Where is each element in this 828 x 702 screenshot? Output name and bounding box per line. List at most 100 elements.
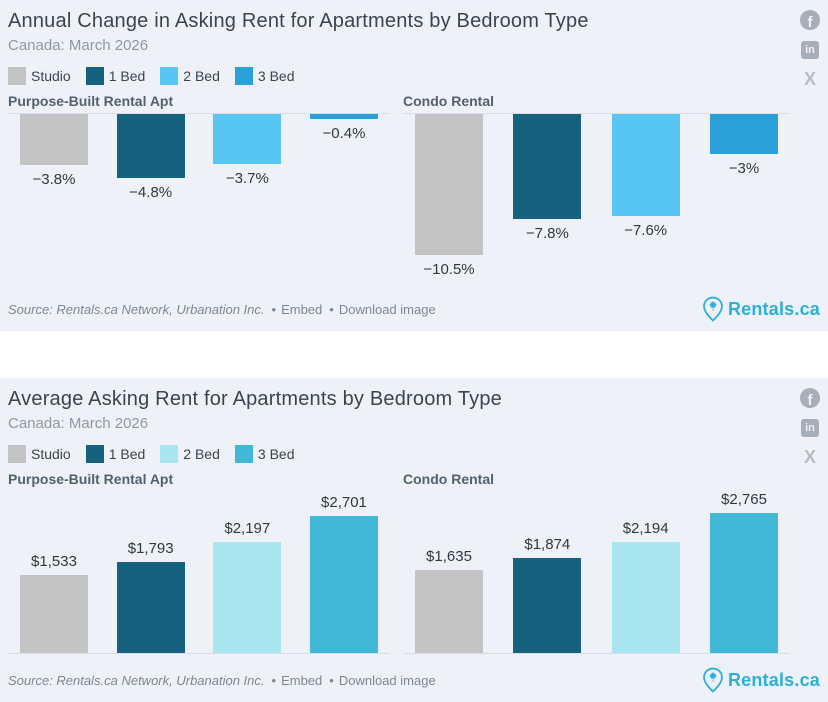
legend-item-1-bed[interactable]: 1 Bed bbox=[85, 445, 146, 463]
bar-cell: $2,197 bbox=[213, 520, 282, 653]
panel-header: Condo Rental bbox=[403, 471, 494, 487]
legend-swatch bbox=[8, 445, 26, 463]
panel-header: Purpose-Built Rental Apt bbox=[8, 93, 174, 109]
bar-cell: −4.8% bbox=[116, 114, 185, 201]
bar-cell: −10.5% bbox=[415, 114, 483, 277]
x-icon[interactable]: X bbox=[803, 447, 816, 467]
facebook-icon[interactable]: f bbox=[800, 10, 820, 30]
bar-value-label: −3% bbox=[728, 160, 760, 177]
bar-value-label: $1,533 bbox=[31, 553, 77, 570]
social-rail: f in X bbox=[800, 10, 820, 88]
panels: Purpose-Built Rental Apt −3.8% −4.8% −3.7% −… bbox=[8, 93, 820, 288]
separator-dot: • bbox=[329, 672, 334, 688]
bars-row: $1,533 $1,793 $2,197 $2,701 bbox=[8, 491, 390, 653]
bar-1-bed bbox=[116, 562, 185, 653]
bar-2-bed bbox=[213, 542, 282, 653]
bar-cell: $1,635 bbox=[415, 549, 483, 653]
bar-3-bed bbox=[309, 114, 378, 119]
legend-swatch bbox=[234, 445, 253, 463]
source-text: Source: Rentals.ca Network, Urbanation I… bbox=[8, 301, 265, 317]
bar-cell: $1,793 bbox=[116, 540, 185, 653]
legend-swatch bbox=[85, 445, 104, 463]
bar-cell: −3.8% bbox=[20, 114, 88, 187]
bar-value-label: −0.4% bbox=[322, 125, 366, 142]
bar-value-label: −10.5% bbox=[423, 261, 475, 278]
embed-link[interactable]: Embed bbox=[281, 672, 323, 688]
axis-baseline bbox=[403, 653, 790, 654]
bar-3-bed bbox=[709, 513, 778, 653]
legend-label: Studio bbox=[31, 446, 71, 462]
axis-baseline bbox=[8, 113, 390, 114]
legend-swatch bbox=[8, 67, 26, 85]
bar-value-label: $2,194 bbox=[622, 520, 669, 537]
download-image-link[interactable]: Download image bbox=[338, 672, 436, 688]
legend-swatch bbox=[234, 67, 253, 85]
bar-value-label: −7.6% bbox=[624, 222, 668, 239]
legend-swatch bbox=[85, 67, 104, 85]
bar-cell: $2,765 bbox=[709, 492, 778, 653]
legend-item-3-bed[interactable]: 3 Bed bbox=[234, 445, 295, 463]
legend-item-2-bed[interactable]: 2 Bed bbox=[160, 67, 220, 85]
source-text: Source: Rentals.ca Network, Urbanation I… bbox=[8, 672, 265, 688]
legend-label: 3 Bed bbox=[257, 446, 295, 462]
annual-change-chart: Annual Change in Asking Rent for Apartme… bbox=[0, 0, 828, 331]
linkedin-icon[interactable]: in bbox=[801, 41, 819, 59]
bar-cell: $1,874 bbox=[513, 537, 582, 653]
bars-row: −3.8% −4.8% −3.7% −0.4% bbox=[8, 114, 390, 288]
legend-label: 1 Bed bbox=[108, 68, 146, 84]
maple-leaf-pin-icon bbox=[703, 296, 723, 322]
bar-1-bed bbox=[513, 558, 582, 653]
bar-cell: −3% bbox=[709, 114, 778, 177]
bar-value-label: $1,635 bbox=[426, 548, 472, 565]
card-gap bbox=[0, 331, 828, 378]
panel-purpose-built: Purpose-Built Rental Apt $1,533 $1,793 $2,1… bbox=[8, 471, 390, 654]
legend-label: 1 Bed bbox=[108, 446, 146, 462]
embed-link[interactable]: Embed bbox=[281, 301, 323, 317]
panel-condo: Condo Rental −10.5% −7.8% −7.6% −3% bbox=[403, 93, 790, 288]
rentals-ca-logo[interactable]: Rentals.ca bbox=[702, 667, 820, 693]
bar-cell: −7.8% bbox=[513, 114, 582, 241]
bar-value-label: $1,793 bbox=[127, 540, 174, 557]
rentals-ca-logo[interactable]: Rentals.ca bbox=[702, 296, 820, 322]
legend-item-studio[interactable]: Studio bbox=[8, 445, 71, 463]
bar-value-label: −3.8% bbox=[32, 171, 76, 188]
legend-label: 3 Bed bbox=[257, 68, 295, 84]
bar-cell: $2,194 bbox=[611, 520, 680, 653]
bar-3-bed bbox=[309, 516, 378, 653]
bar-value-label: −3.7% bbox=[225, 170, 269, 187]
linkedin-icon[interactable]: in bbox=[801, 419, 819, 437]
bar-2-bed bbox=[611, 542, 680, 653]
panel-condo: Condo Rental $1,635 $1,874 $2,194 $2,765 bbox=[403, 471, 790, 654]
legend-item-3-bed[interactable]: 3 Bed bbox=[234, 67, 295, 85]
legend-item-2-bed[interactable]: 2 Bed bbox=[160, 445, 220, 463]
bar-3-bed bbox=[709, 114, 778, 154]
bar-studio bbox=[415, 570, 483, 653]
bar-2-bed bbox=[611, 114, 680, 216]
legend-item-studio[interactable]: Studio bbox=[8, 67, 71, 85]
bar-cell: $2,701 bbox=[309, 494, 378, 653]
chart-subtitle: Canada: March 2026 bbox=[8, 37, 149, 54]
chart-title: Annual Change in Asking Rent for Apartme… bbox=[8, 10, 589, 32]
bar-studio bbox=[20, 575, 88, 653]
x-icon[interactable]: X bbox=[803, 69, 816, 89]
separator-dot: • bbox=[329, 301, 334, 317]
bar-value-label: $2,197 bbox=[224, 520, 271, 537]
download-image-link[interactable]: Download image bbox=[338, 301, 436, 317]
legend-swatch bbox=[160, 445, 179, 463]
bar-value-label: −4.8% bbox=[129, 184, 173, 201]
chart-footer: Source: Rentals.ca Network, Urbanation I… bbox=[8, 667, 820, 693]
brand-name: Rentals.ca bbox=[727, 669, 820, 690]
facebook-icon[interactable]: f bbox=[800, 388, 820, 408]
axis-baseline bbox=[8, 653, 390, 654]
social-rail: f in X bbox=[800, 388, 820, 466]
bar-cell: $1,533 bbox=[20, 554, 88, 653]
legend: Studio 1 Bed 2 Bed 3 Bed bbox=[8, 445, 820, 463]
bar-cell: −0.4% bbox=[309, 114, 378, 142]
chart-footer: Source: Rentals.ca Network, Urbanation I… bbox=[8, 296, 820, 322]
bar-value-label: $2,701 bbox=[321, 494, 367, 511]
separator-dot: • bbox=[271, 301, 277, 317]
bar-studio bbox=[20, 114, 88, 165]
legend-swatch bbox=[160, 67, 179, 85]
separator-dot: • bbox=[271, 672, 277, 688]
legend-item-1-bed[interactable]: 1 Bed bbox=[85, 67, 146, 85]
